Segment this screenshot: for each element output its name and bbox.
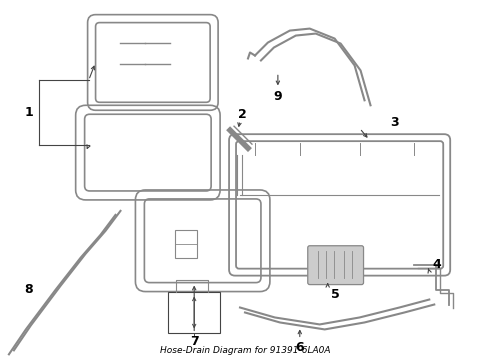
Text: 6: 6 (295, 341, 304, 354)
Text: 1: 1 (24, 106, 33, 119)
Bar (168, 292, 220, 333)
Text: 7: 7 (190, 335, 198, 348)
Text: Hose-Drain Diagram for 91391-6LA0A: Hose-Drain Diagram for 91391-6LA0A (160, 346, 330, 355)
Bar (175, 230, 197, 258)
FancyBboxPatch shape (308, 246, 364, 285)
Text: 9: 9 (273, 90, 282, 103)
Text: 2: 2 (238, 108, 246, 121)
Text: 4: 4 (433, 258, 441, 271)
Text: 8: 8 (24, 283, 33, 296)
Text: 5: 5 (331, 288, 340, 301)
Text: 3: 3 (390, 116, 399, 129)
